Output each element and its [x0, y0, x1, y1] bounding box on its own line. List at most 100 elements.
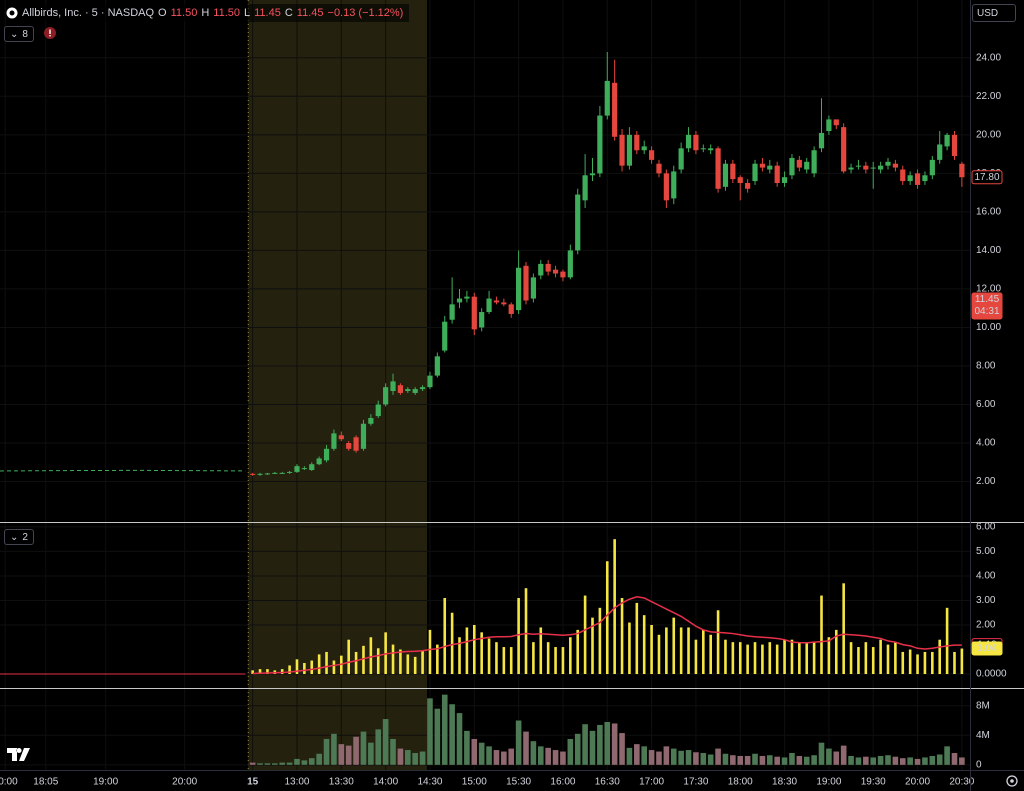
volume-bar — [656, 751, 662, 765]
y-tick-label: 8.00 — [976, 361, 996, 372]
volume-bar — [456, 713, 463, 765]
candle-body — [331, 433, 337, 449]
candle-body — [612, 82, 618, 137]
volume-bar — [264, 763, 271, 765]
indicator-bar — [354, 651, 358, 675]
currency-button[interactable]: USD — [972, 4, 1016, 22]
volume-bar — [419, 751, 426, 765]
volume-bar — [323, 738, 330, 765]
volume-bar — [730, 755, 736, 765]
candle-body — [383, 387, 389, 405]
axis-marker — [971, 170, 1003, 185]
x-tick-label: 19:00 — [816, 777, 841, 788]
alert-icon[interactable] — [43, 26, 57, 40]
candle-body — [412, 389, 418, 393]
indicator-bar — [879, 639, 882, 675]
volume-bar — [936, 754, 943, 765]
volume-bar — [478, 742, 485, 765]
candle-body — [885, 161, 891, 166]
candle-body — [944, 134, 950, 147]
volume-bar — [774, 756, 780, 765]
candle-body — [811, 150, 817, 174]
candle-body — [656, 163, 662, 174]
volume-bar — [929, 755, 936, 765]
ohlc-label: L — [244, 7, 251, 19]
volume-bar — [574, 733, 581, 765]
indicator-bar — [362, 645, 365, 675]
candle-body — [427, 375, 433, 388]
volume-bar — [744, 755, 751, 765]
volume-bar — [375, 729, 382, 765]
indicator-bar — [495, 642, 498, 675]
candle-body — [833, 119, 839, 126]
indicator-bar — [369, 637, 373, 675]
volume-bar — [249, 762, 256, 765]
candle-body — [479, 312, 485, 328]
settings-icon[interactable] — [1006, 775, 1018, 787]
volume-bar — [272, 763, 278, 765]
volume-bar — [427, 698, 433, 765]
pane-indicators-toggle[interactable]: ⌄ 2 — [4, 529, 34, 545]
volume-bar — [523, 731, 529, 765]
x-tick-label: 17:30 — [683, 777, 708, 788]
volume-bar — [331, 733, 337, 765]
indicator-bar — [472, 624, 476, 675]
indicator-bar — [953, 651, 956, 675]
indicator-bar — [605, 561, 609, 675]
volume-bar — [434, 708, 441, 765]
y-tick-label: 24.00 — [976, 52, 1001, 63]
y-tick-label: 2.00 — [976, 620, 996, 631]
volume-bar — [626, 747, 633, 765]
indicator-bar — [783, 639, 786, 675]
y-tick-label: 4.00 — [976, 438, 996, 449]
candle-body — [848, 167, 854, 170]
indicator-bar — [960, 648, 964, 675]
volume-bar — [715, 748, 721, 765]
volume-bar — [552, 750, 559, 765]
volume-bar — [604, 721, 611, 765]
indicator-bar — [458, 637, 461, 675]
volume-bar — [619, 733, 625, 765]
candle-body — [508, 304, 514, 314]
candle-body — [346, 443, 352, 449]
indicator-bar — [672, 617, 676, 675]
volume-bar — [796, 755, 803, 765]
candle-body — [523, 265, 529, 301]
indicator-bar — [894, 642, 897, 675]
candle-body — [781, 177, 788, 183]
indicator-bar — [642, 615, 646, 675]
volume-bar — [560, 751, 566, 765]
indicator-bar — [480, 632, 483, 675]
candle-body — [316, 458, 322, 465]
volume-bar — [597, 724, 603, 765]
candle-body — [678, 148, 684, 170]
x-tick-label: 20:00 — [905, 777, 930, 788]
volume-bar — [257, 763, 263, 765]
y-tick-label: 22.00 — [976, 91, 1001, 102]
x-tick-label: 14:30 — [417, 777, 442, 788]
volume-bar — [382, 719, 389, 765]
candle-body — [589, 173, 596, 176]
indicator-bar — [857, 647, 860, 675]
volume-bar — [663, 746, 670, 765]
chevron: ⌄ — [10, 28, 19, 40]
volume-bar — [390, 738, 396, 765]
indicator-bar — [628, 622, 631, 675]
indicators-toggle[interactable]: ⌄ 8 — [4, 26, 34, 42]
volume-bar — [759, 755, 766, 765]
indicator-bar — [546, 642, 550, 675]
candle-body — [486, 298, 492, 313]
ohlc-label: O — [158, 7, 167, 19]
axis-marker-label: 1.04 — [977, 643, 997, 654]
indicator-bar — [280, 669, 284, 675]
volume-bar — [537, 746, 544, 765]
candle-body — [671, 171, 677, 199]
indicator-bar — [657, 634, 661, 675]
indicator-bar — [509, 647, 513, 675]
candle-body — [818, 132, 825, 149]
indicator-bar — [325, 651, 328, 675]
volume-bar — [412, 753, 418, 765]
volume-bar — [545, 747, 551, 765]
candle-body — [722, 163, 729, 187]
